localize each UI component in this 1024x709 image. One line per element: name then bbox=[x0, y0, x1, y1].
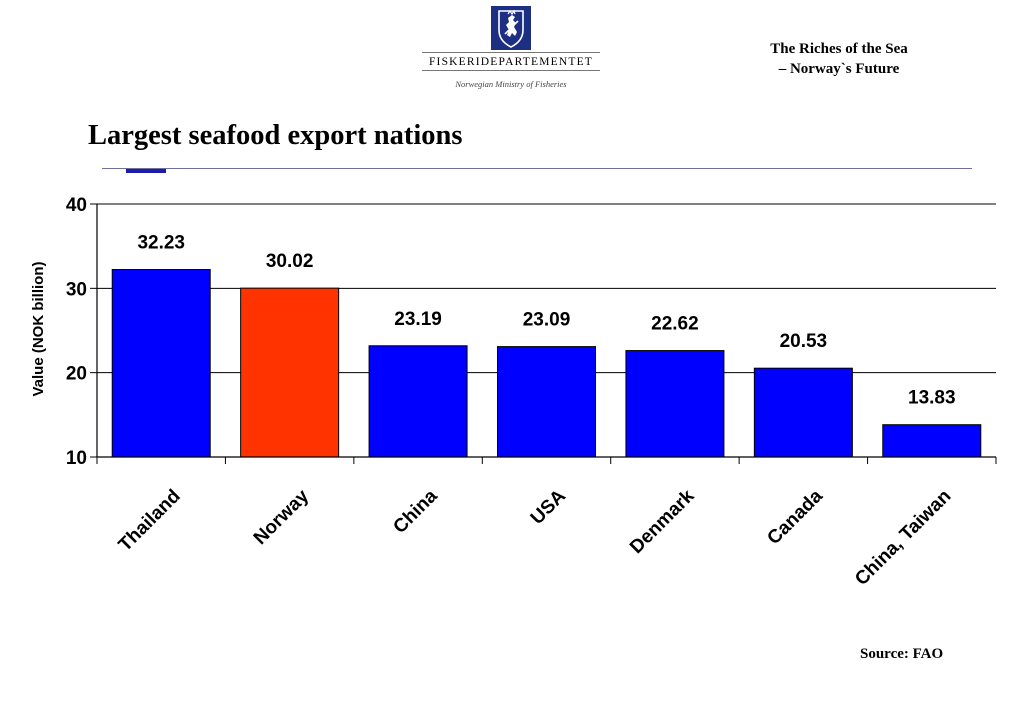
bar-usa bbox=[497, 346, 596, 458]
ministry-name: FISKERIDEPARTEMENTET bbox=[428, 56, 594, 68]
data-label: 23.19 bbox=[394, 309, 442, 330]
x-tick-label: Canada bbox=[764, 485, 828, 549]
title-rule bbox=[102, 168, 972, 169]
bar-canada bbox=[753, 367, 853, 458]
page-title: Largest seafood export nations bbox=[88, 120, 463, 151]
data-label: 22.62 bbox=[651, 314, 699, 335]
tagline: The Riches of the Sea – Norway`s Future bbox=[724, 39, 954, 79]
tagline-line-2: – Norway`s Future bbox=[778, 61, 900, 77]
y-axis-title: Value (NOK billion) bbox=[30, 261, 47, 396]
data-label: 20.53 bbox=[780, 331, 828, 352]
bar-thailand bbox=[111, 269, 211, 458]
source-note: Source: FAO bbox=[860, 646, 944, 662]
coat-of-arms-icon bbox=[491, 6, 531, 50]
y-tick-label: 40 bbox=[66, 195, 87, 216]
data-label: 23.09 bbox=[523, 310, 571, 331]
x-tick-label: USA bbox=[527, 485, 570, 528]
logo-rule bbox=[422, 52, 600, 53]
data-label: 30.02 bbox=[266, 251, 314, 272]
x-tick-label: China bbox=[389, 485, 441, 537]
x-tick-label: China, Taiwan bbox=[851, 486, 955, 590]
y-tick-label: 20 bbox=[66, 364, 87, 385]
bar-chart: 10 20 30 40 32.23 Thailand 30.02 Norway 23.19 Chi… bbox=[30, 195, 997, 590]
x-tick-label: Norway bbox=[250, 485, 314, 549]
bar-china bbox=[368, 345, 468, 458]
bar-china-taiwan bbox=[882, 424, 982, 458]
ministry-subtitle: Norwegian Ministry of Fisheries bbox=[455, 79, 567, 89]
axes-layer bbox=[90, 203, 997, 464]
title-accent bbox=[126, 169, 166, 173]
bars-layer bbox=[111, 269, 982, 458]
y-tick-label: 10 bbox=[66, 448, 87, 469]
bar-norway bbox=[240, 287, 340, 458]
logo-rule-bottom bbox=[422, 70, 600, 71]
ministry-logo: FISKERIDEPARTEMENTET Norwegian Ministry … bbox=[420, 6, 602, 89]
tagline-line-1: The Riches of the Sea bbox=[770, 41, 908, 57]
bar-denmark bbox=[625, 350, 725, 458]
data-label: 13.83 bbox=[908, 388, 956, 409]
data-label: 32.23 bbox=[137, 233, 185, 254]
x-tick-label: Denmark bbox=[626, 485, 699, 558]
y-tick-label: 30 bbox=[66, 279, 87, 300]
x-tick-label: Thailand bbox=[115, 486, 185, 556]
